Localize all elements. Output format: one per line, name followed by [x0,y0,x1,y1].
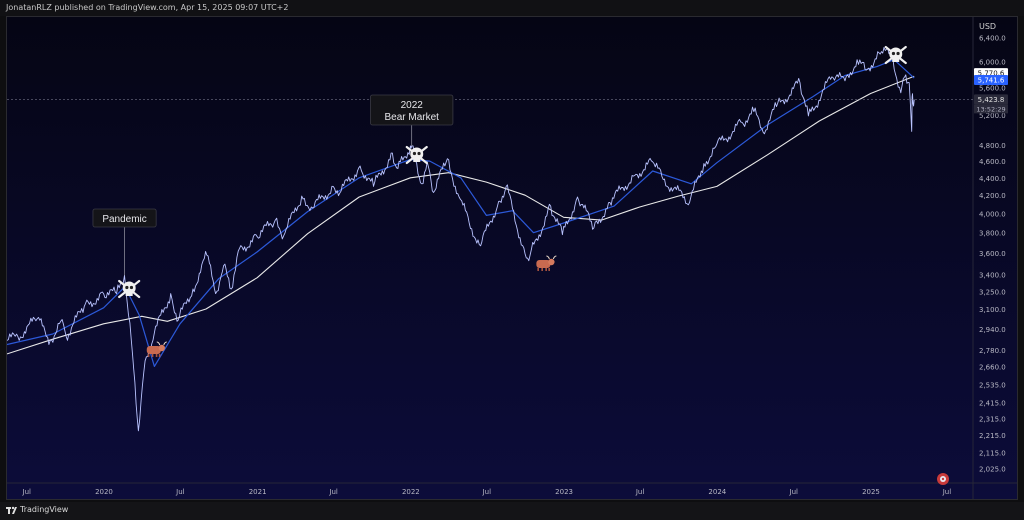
y-tick-label: 3,800.0 [979,230,1006,238]
bull-icon [536,255,557,271]
x-tick-label: Jul [942,488,952,496]
series-line-ma_slow [7,75,915,355]
annotation-box[interactable] [92,208,157,228]
settings-icon[interactable] [937,473,949,485]
bull-icon [146,341,167,357]
y-tick-label: 3,250.0 [979,288,1006,296]
x-tick-label: Jul [482,488,492,496]
y-tick-label: 4,400.0 [979,175,1006,183]
y-tick-label: 4,200.0 [979,192,1006,200]
y-tick-label: 2,780.0 [979,347,1006,355]
x-tick-label: Jul [328,488,338,496]
y-tick-label: 4,000.0 [979,210,1006,218]
y-tick-label: 2,025.0 [979,466,1006,474]
y-tick-label: 3,400.0 [979,271,1006,279]
countdown-label: 13:52:29 [976,105,1005,113]
annotation-box[interactable] [370,94,454,126]
x-tick-label: Jul [175,488,185,496]
header-bar: JonatanRLZ published on TradingView.com,… [0,0,1024,16]
y-axis: 6,400.0 6,000.0 5,600.0 5,200.0 4,800.0 4,600… [979,34,1006,473]
price-tag-ma_fast [974,75,1008,86]
x-tick-label: 2020 [95,488,113,496]
annotation-text: Pandemic [102,214,146,225]
y-tick-label: 2,535.0 [979,381,1006,389]
x-axis: Jul 2020 Jul 2021 Jul 2022 Jul 2023 Jul 2024 Jul 20… [22,488,952,496]
y-tick-label: 2,415.0 [979,400,1006,408]
currency-label: USD [979,22,996,31]
y-tick-label: 4,600.0 [979,158,1006,166]
x-tick-label: 2023 [555,488,573,496]
x-tick-label: 2022 [402,488,420,496]
chart-container[interactable]: 6,400.0 6,000.0 5,600.0 5,200.0 4,800.0 4,600… [6,16,1018,500]
y-tick-label: 4,800.0 [979,142,1006,150]
y-tick-label: 3,600.0 [979,250,1006,258]
price-tag-label: 5,770.6 [978,70,1005,78]
skull-icon [118,279,141,299]
x-tick-label: 2021 [249,488,267,496]
y-tick-label: 6,400.0 [979,34,1006,42]
x-tick-label: Jul [789,488,799,496]
y-tick-label: 2,660.0 [979,363,1006,371]
price-tag-label: 5,741.6 [978,77,1005,85]
skull-icon [405,145,428,165]
countdown-tag [974,104,1008,114]
price-tag-last [974,94,1008,105]
y-tick-label: 2,215.0 [979,432,1006,440]
y-tick-label: 3,100.0 [979,306,1006,314]
y-tick-label: 2,940.0 [979,326,1006,334]
y-tick-label: 6,000.0 [979,59,1006,67]
price-tag-label: 5,423.8 [978,96,1005,104]
y-tick-label: 2,315.0 [979,415,1006,423]
x-tick-label: 2025 [862,488,880,496]
series-lines [7,47,973,432]
y-tick-label: 2,115.0 [979,449,1006,457]
x-tick-label: Jul [635,488,645,496]
annotation-text: Bear Market [384,112,439,123]
footer-bar [0,502,1024,520]
y-tick-label: 5,600.0 [979,84,1006,92]
annotation-text: 2022 [401,100,424,111]
tradingview-logo-icon [6,506,17,514]
skull-icon [884,45,907,65]
y-tick-label: 5,200.0 [979,112,1006,120]
chart-svg[interactable]: 6,400.0 6,000.0 5,600.0 5,200.0 4,800.0 4,600… [7,17,1017,499]
x-tick-label: Jul [22,488,32,496]
series-line-price [7,47,915,432]
plot-background [7,17,1017,499]
price-tags: 5,770.65,741.6 5,423.813:52:29 [974,68,1008,114]
series-line-ma_fast [7,59,915,367]
x-tick-label: 2024 [708,488,726,496]
published-text: JonatanRLZ published on TradingView.com,… [6,3,289,12]
footer-brand: TradingView [20,505,69,514]
